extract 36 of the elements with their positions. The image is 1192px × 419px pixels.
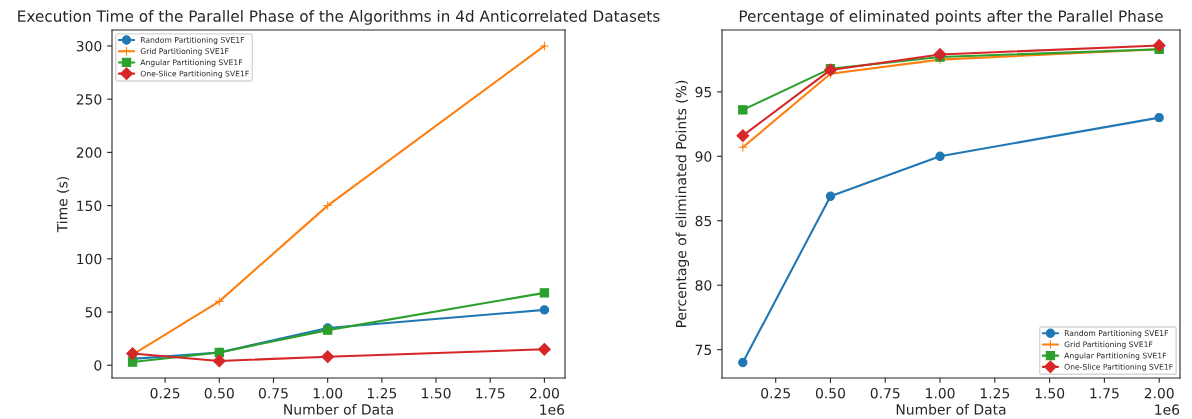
- x-tick-label: 0.50: [204, 387, 234, 399]
- y-tick-label: 50: [85, 306, 102, 318]
- x-tick-label: 1.50: [422, 387, 451, 399]
- x-tick-label: 0.75: [870, 387, 900, 399]
- x-tick-label: 1.75: [476, 388, 505, 399]
- y-tick-label: 95: [695, 86, 712, 98]
- x-tick-label: 1.75: [1090, 388, 1119, 399]
- chart-title: Percentage of eliminated points after the Parallel Phase: [739, 10, 1163, 25]
- chart-title: Execution Time of the Parallel Phase of the Algorithms in 4d Anticorrelated Datasets: [18, 10, 660, 25]
- y-axis-title: Time (s): [56, 176, 70, 233]
- y-tick-label: 300: [76, 40, 102, 52]
- x-tick-label: 0.25: [761, 387, 790, 399]
- text: 1e6: [1155, 404, 1180, 415]
- x-tick-label: 0.50: [815, 387, 846, 399]
- y-tick-label: 250: [76, 94, 102, 105]
- y-tick-label: 0: [94, 360, 102, 371]
- x-tick-label: 1.25: [980, 387, 1010, 399]
- x-tick-label: 2.00: [1144, 387, 1174, 399]
- x-axis-title: Number of Data: [896, 403, 1006, 415]
- y-tick-label: 200: [76, 147, 102, 158]
- x-tick-label: 0.75: [258, 387, 288, 399]
- text: 1e6: [540, 404, 565, 415]
- y-tick-label: 80: [695, 280, 712, 291]
- x-tick-label: 1.00: [926, 387, 955, 399]
- x-tick-label: 1.50: [1035, 387, 1065, 399]
- y-tick-label: 75: [695, 344, 712, 356]
- x-axis-title: Number of Data: [284, 403, 393, 415]
- x-tick-label: 1.25: [367, 387, 397, 399]
- y-tick-label: 150: [77, 200, 102, 212]
- x-tick-label: 1.00: [313, 387, 343, 399]
- y-tick-label: 100: [77, 253, 102, 265]
- y-tick-label: 85: [695, 215, 712, 227]
- x-tick-label: 0.25: [150, 387, 180, 399]
- y-axis-title: Percentage of eliminated Points (%): [675, 80, 690, 327]
- x-tick-label: 2.00: [529, 387, 559, 399]
- y-tick-label: 90: [695, 151, 712, 162]
